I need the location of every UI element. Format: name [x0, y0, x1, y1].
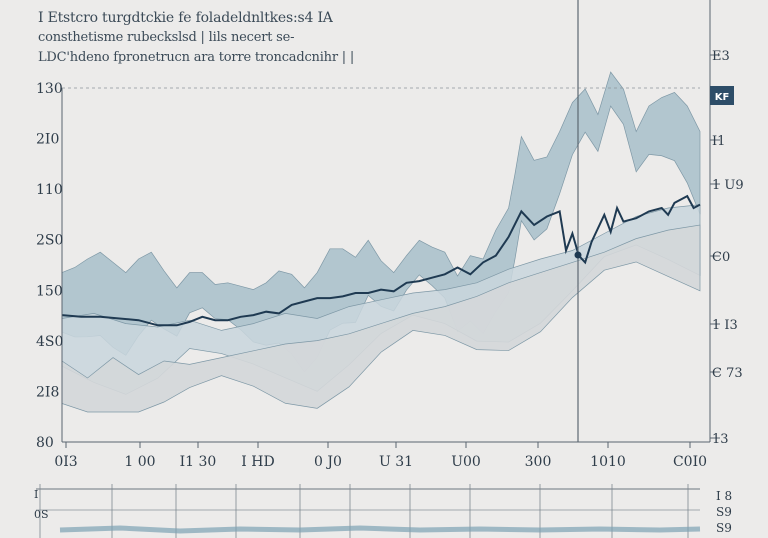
x-tick-label: C0I0 [673, 454, 707, 470]
x-tick-label: I1 30 [180, 454, 217, 470]
x-tick-label: 1 00 [124, 454, 155, 470]
y-tick-left-label: 110 [36, 182, 63, 198]
y-tick-left-label: 2I8 [36, 384, 59, 400]
y-tick-right-label: C 73 [712, 366, 743, 381]
strip-left-label: I [34, 488, 38, 501]
x-tick-label: I HD [241, 454, 274, 470]
bottom-strip: I 0S I 8 S9 S9 [34, 484, 732, 538]
strip-left-label: 0S [34, 508, 49, 521]
chart-areas [61, 71, 701, 413]
y-tick-left-label: 80 [36, 435, 54, 451]
strip-right-label: S9 [716, 521, 732, 535]
x-tick-label: U 31 [379, 454, 413, 470]
marker-badge [710, 86, 734, 105]
y-tick-left-label: 2I0 [36, 132, 59, 148]
x-tick-label: 0I3 [54, 454, 77, 470]
y-tick-left-label: 2S0 [36, 233, 63, 249]
x-tick-label: 0 J0 [314, 454, 342, 470]
marker-dot [574, 251, 582, 259]
strip-right-label: I 8 [716, 489, 732, 503]
header-line-3: LDC'hdeno fpronetrucn ara torre troncadc… [38, 50, 355, 65]
x-tick-label: 300 [525, 454, 552, 470]
strip-signal [59, 525, 701, 534]
y-tick-right-label: C0 [712, 250, 730, 265]
y-tick-left-label: 130 [36, 81, 63, 97]
y-tick-left-label: 150 [36, 283, 63, 299]
y-tick-right-label: E3 [712, 49, 730, 64]
x-tick-label: U00 [451, 454, 481, 470]
line-series-3 [61, 194, 701, 327]
area-series-2 [61, 224, 701, 413]
x-tick-label: 1010 [590, 454, 626, 470]
chart-axes [61, 0, 711, 443]
y-tick-right-label: 13 [712, 432, 729, 447]
header-line-2: consthetisme rubeckslsd | lils necert se… [38, 30, 295, 45]
y-tick-right-label: 1 U9 [712, 178, 744, 193]
marker-badge-label: KF [715, 92, 730, 103]
chart-marker: KF [574, 0, 734, 442]
y-tick-right-label: 1 I3 [712, 318, 738, 333]
y-tick-right-label: I1 [712, 134, 725, 149]
strip-right-label: S9 [716, 505, 732, 519]
y-tick-left-label: 4S0 [36, 334, 63, 350]
header-line-1: I Etstcro turgdtckie fe foladeldnltkes:s… [38, 10, 333, 26]
